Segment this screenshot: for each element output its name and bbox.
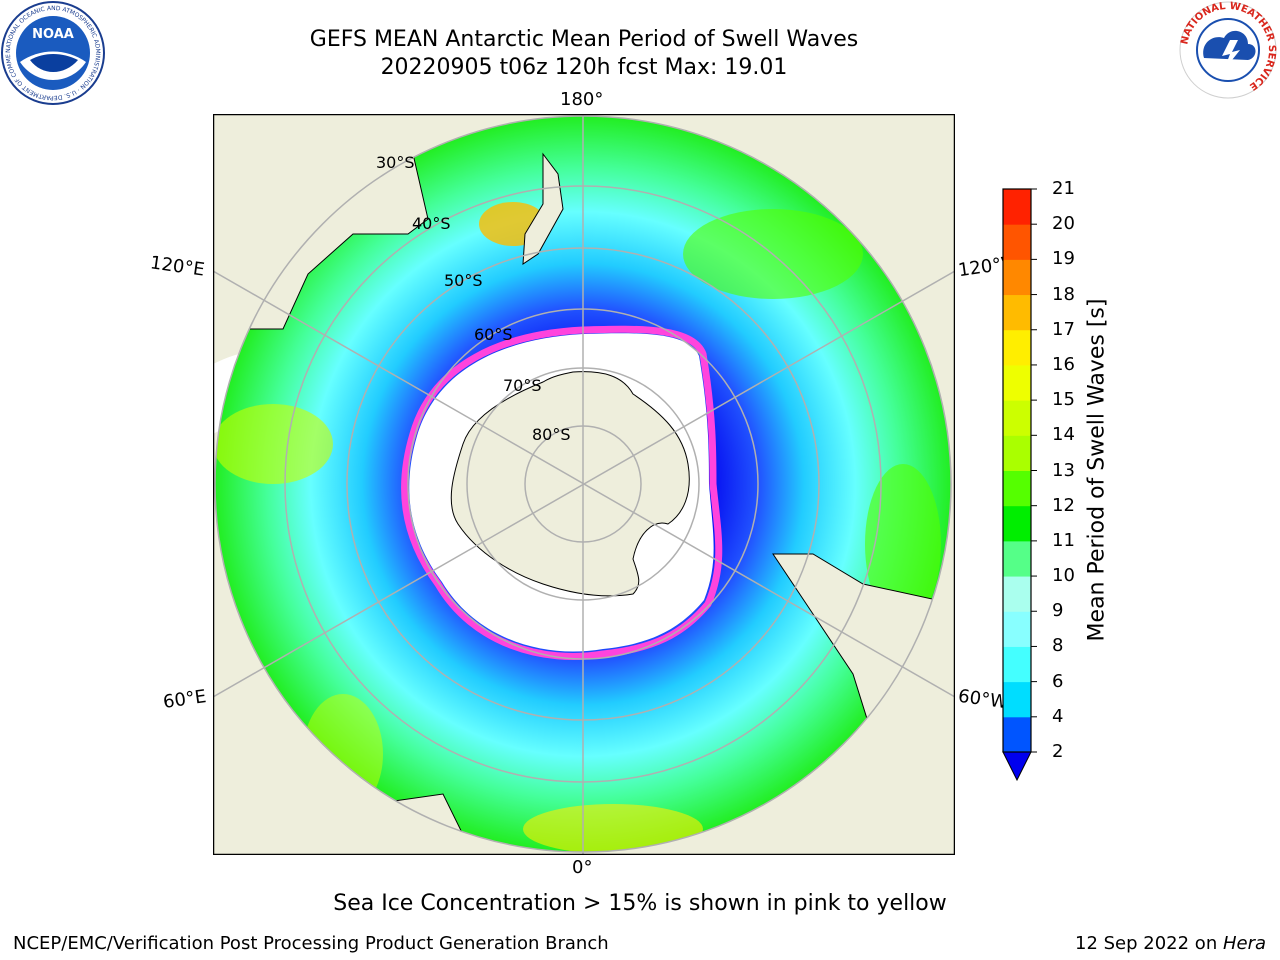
lon-label-60e: 60°E — [161, 686, 208, 713]
colorbar-tick-label: 4 — [1052, 705, 1064, 727]
lat-label-80s: 80°S — [532, 425, 571, 444]
lat-label-30s: 30°S — [376, 153, 415, 172]
colorbar-tick-label: 16 — [1052, 353, 1075, 375]
land-new-zealand — [522, 152, 564, 265]
colorbar-swatch — [1003, 259, 1031, 296]
footer-date: 12 Sep 2022 on Hera — [1075, 933, 1266, 954]
colorbar-tick-label: 13 — [1052, 459, 1075, 481]
colorbar-swatch — [1003, 576, 1031, 612]
lat-label-50s: 50°S — [444, 271, 483, 290]
colorbar-tick-label: 18 — [1052, 283, 1075, 305]
map-title: GEFS MEAN Antarctic Mean Period of Swell… — [309, 27, 859, 52]
colorbar-swatch — [1003, 540, 1031, 577]
colorbar-swatch — [1003, 224, 1031, 260]
colorbar-label: Mean Period of Swell Waves [s] — [1084, 298, 1110, 642]
lat-label-40s: 40°S — [412, 214, 451, 233]
colorbar-swatch — [1003, 329, 1031, 366]
colorbar-tick-label: 2 — [1052, 741, 1064, 762]
colorbar-swatch — [1003, 505, 1031, 542]
lon-label-0: 0° — [572, 857, 593, 878]
lon-label-180: 180° — [560, 89, 604, 110]
colorbar-swatch — [1003, 681, 1031, 718]
colorbar-swatch — [1003, 470, 1031, 507]
colorbar-tick-label: 17 — [1052, 318, 1075, 340]
sea-ice-caption: Sea Ice Concentration > 15% is shown in … — [333, 891, 947, 916]
swell-patch-south-atlantic — [523, 804, 703, 852]
colorbar-under-triangle — [1002, 751, 1032, 782]
lat-label-60s: 60°S — [474, 325, 513, 344]
map-frame — [213, 114, 955, 855]
colorbar-tick-label: 9 — [1052, 600, 1064, 622]
colorbar-swatches — [1003, 189, 1031, 753]
colorbar-swatch — [1003, 294, 1031, 331]
colorbar-tick-label: 19 — [1052, 248, 1075, 270]
swell-patch-atlantic — [865, 464, 941, 624]
noaa-logo: NATIONAL OCEANIC AND ATMOSPHERIC ADMINIS… — [0, 0, 105, 105]
map-subtitle: 20220905 t06z 120h fcst Max: 19.01 — [380, 55, 788, 80]
colorbar-tick-label: 15 — [1052, 389, 1075, 411]
colorbar-swatch — [1003, 400, 1031, 436]
footer-branch: NCEP/EMC/Verification Post Processing Pr… — [13, 933, 609, 954]
colorbar-ticks — [1031, 188, 1037, 753]
footer-system: Hera — [1222, 933, 1266, 954]
lon-label-120e: 120°E — [148, 252, 206, 281]
colorbar-tick-label: 10 — [1052, 565, 1075, 587]
colorbar-swatch — [1003, 716, 1031, 753]
colorbar-tick-label: 14 — [1052, 424, 1075, 446]
colorbar-tick-label: 12 — [1052, 494, 1075, 516]
graticule — [213, 114, 955, 855]
colorbar-swatch — [1003, 646, 1031, 683]
lat-label-70s: 70°S — [503, 376, 542, 395]
nws-logo: NATIONAL WEATHER SERVICE — [1179, 1, 1277, 99]
colorbar — [1002, 188, 1037, 782]
polar-map: 30°S 40°S 50°S 60°S 70°S 80°S — [213, 114, 955, 855]
footer-date-text: 12 Sep 2022 on — [1075, 933, 1223, 954]
noaa-logo-text: NOAA — [32, 27, 74, 42]
swell-patch-indian — [215, 404, 333, 484]
colorbar-swatch — [1003, 435, 1031, 471]
colorbar-tick-label: 21 — [1052, 178, 1075, 199]
colorbar-tick-label: 8 — [1052, 635, 1064, 657]
colorbar-swatch — [1003, 364, 1031, 401]
colorbar-swatch — [1003, 611, 1031, 647]
colorbar-tick-label: 11 — [1052, 529, 1075, 551]
colorbar-swatch — [1003, 189, 1031, 225]
sea-ice-edge — [401, 325, 723, 660]
colorbar-tick-label: 20 — [1052, 213, 1075, 235]
meridian-120e-60w — [213, 270, 955, 698]
colorbar-tick-label: 6 — [1052, 670, 1064, 692]
